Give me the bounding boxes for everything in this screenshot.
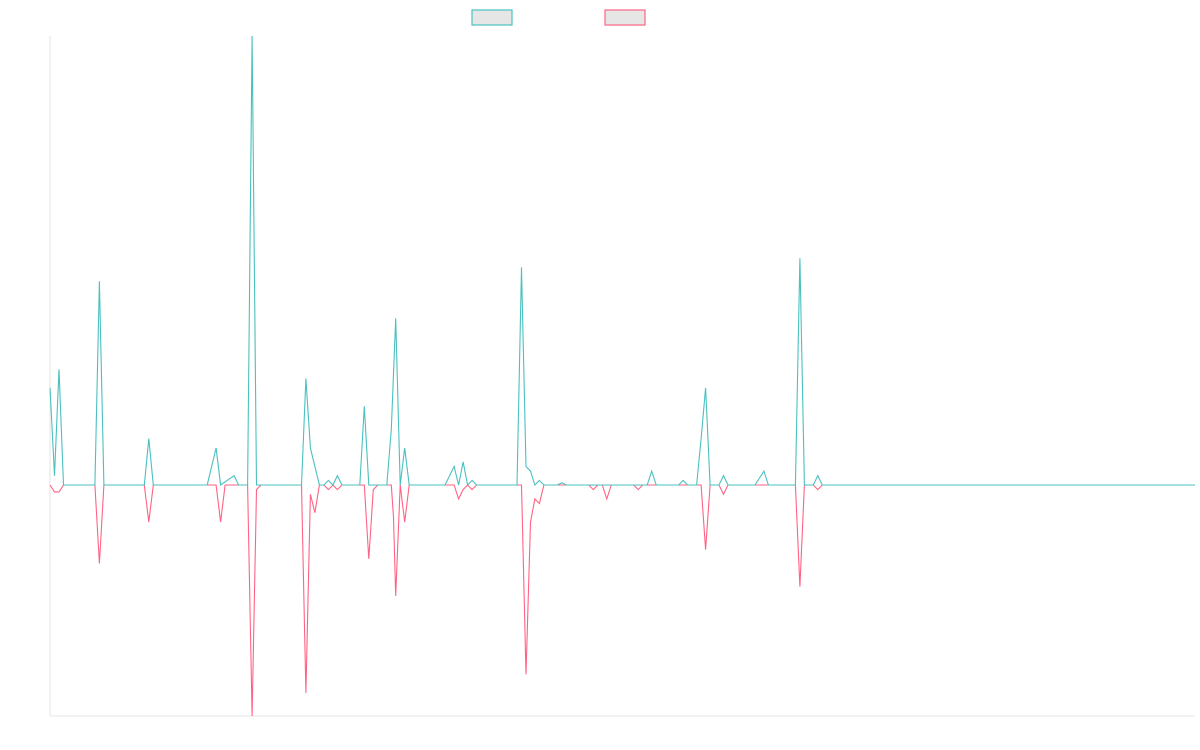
series-line-1 [49, 35, 1195, 487]
series-line-2 [49, 484, 1195, 717]
legend-swatch-2 [604, 9, 646, 26]
legend-item-2[interactable] [604, 9, 646, 26]
legend[interactable] [471, 9, 646, 26]
legend-item-1[interactable] [471, 9, 513, 26]
legend-swatch-1 [471, 9, 513, 26]
series-layer [49, 35, 1195, 717]
